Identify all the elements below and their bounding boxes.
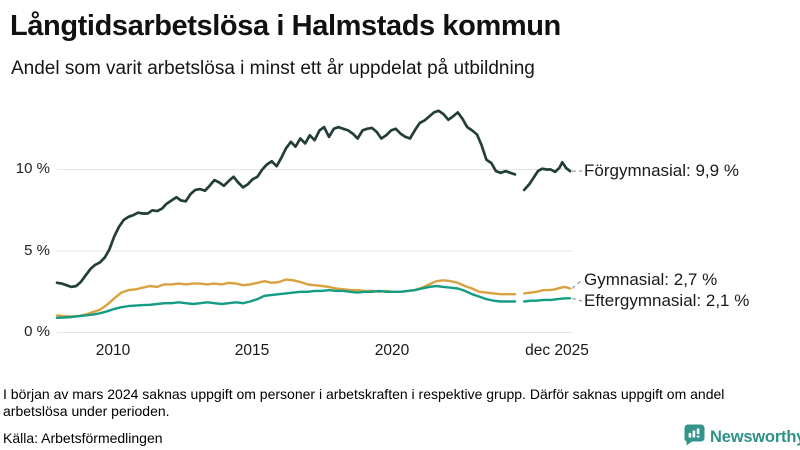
series-line-1-seg-0: [55, 278, 517, 318]
page-title: Långtidsarbetslösa i Halmstads kommun: [10, 10, 561, 42]
y-tick-0: 0 %: [24, 323, 50, 340]
newsworthy-bubble-icon: [684, 424, 705, 450]
series-label-forgymnasial: Förgymnasial: 9,9 %: [584, 161, 739, 180]
series-line-2-seg-1: [523, 297, 572, 303]
x-tick-2010: 2010: [95, 342, 131, 359]
newsworthy-logo[interactable]: Newsworthy: [684, 424, 800, 450]
newsworthy-wordmark: Newsworthy: [710, 428, 800, 446]
series-line-0-seg-0: [55, 109, 517, 289]
series-line-2-seg-0: [55, 284, 517, 319]
label-connector-2: [571, 297, 583, 302]
source-credit: Källa: Arbetsförmedlingen: [3, 430, 163, 446]
x-tick-2015: 2015: [234, 342, 270, 359]
series-label-gymnasial: Gymnasial: 2,7 %: [584, 270, 718, 289]
x-tick-dec-2025: dec 2025: [525, 342, 589, 359]
page-subtitle: Andel som varit arbetslösa i minst ett å…: [11, 58, 535, 79]
series-line-1-seg-1: [523, 285, 572, 295]
y-tick-10: 10 %: [15, 160, 50, 177]
label-connector-1: [571, 279, 583, 289]
series-label-eftergymnasial: Eftergymnasial: 2,1 %: [584, 291, 750, 310]
x-tick-2020: 2020: [374, 342, 410, 359]
chart-footnote: I början av mars 2024 saknas uppgift om …: [3, 386, 725, 419]
series-line-0-seg-1: [522, 160, 572, 192]
y-tick-5: 5 %: [24, 242, 50, 259]
